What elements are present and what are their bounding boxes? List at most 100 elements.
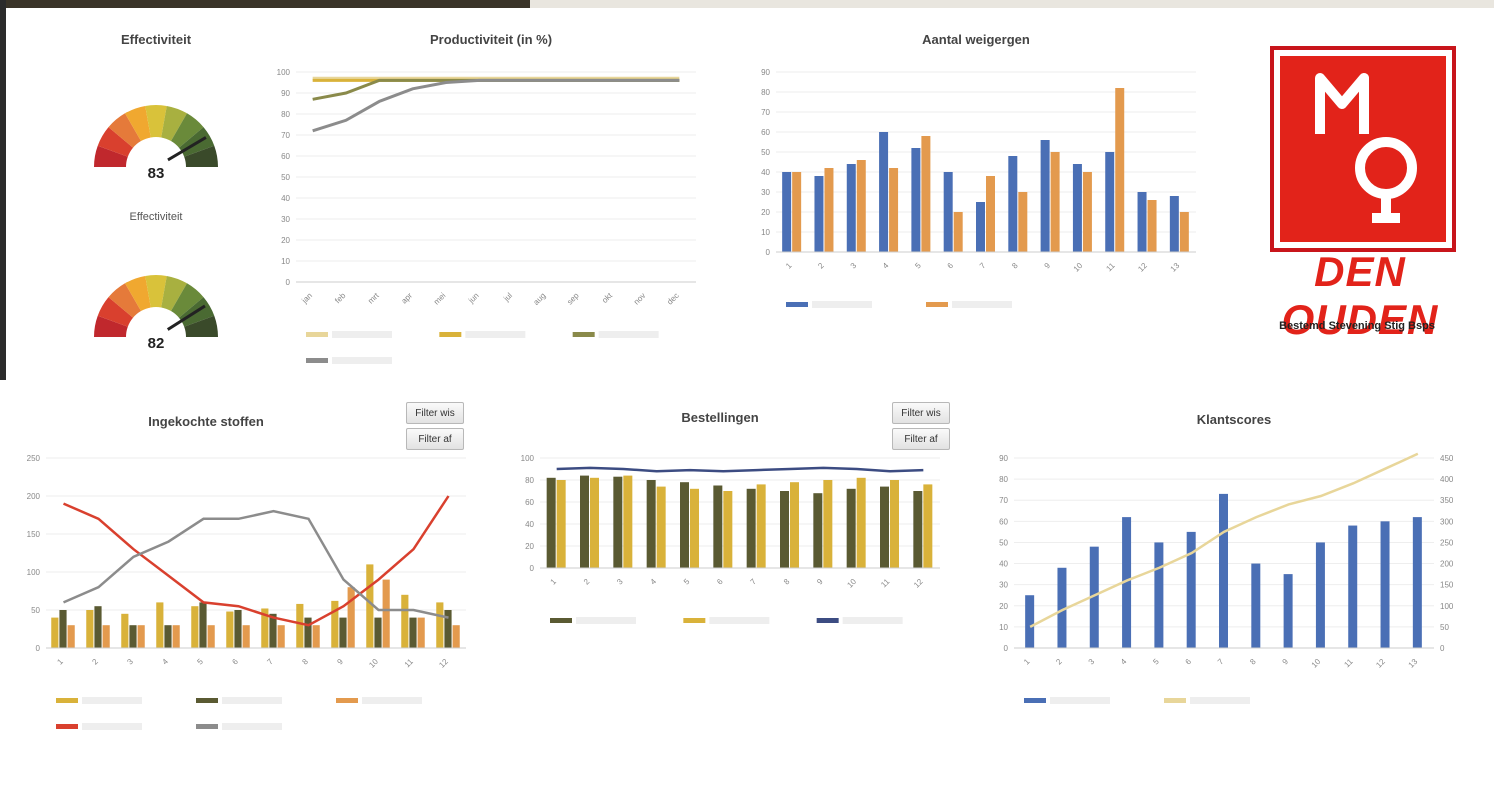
- x-tick-label: nov: [632, 291, 647, 306]
- y-tick-label: 250: [27, 454, 41, 463]
- x-tick-label: 2: [1054, 657, 1064, 667]
- scores-chart: 9080706050403020100450400350300250200150…: [999, 452, 1454, 704]
- bar: [296, 603, 304, 648]
- bar: [121, 613, 129, 648]
- x-tick-label: 6: [946, 261, 956, 271]
- filter-apply-button[interactable]: Filter af: [406, 428, 464, 450]
- bar: [846, 488, 856, 568]
- x-tick-label: 12: [1374, 657, 1387, 670]
- bar: [59, 610, 67, 648]
- y-tick-label: 80: [999, 475, 1008, 484]
- y-tick-label: 90: [281, 89, 290, 98]
- legend-swatch: [816, 618, 839, 623]
- x-tick-label: 3: [1087, 657, 1097, 667]
- legend-swatch: [786, 302, 808, 307]
- y-tick-label: 80: [281, 110, 290, 119]
- gauge-segment: [94, 145, 128, 167]
- y2-tick-label: 0: [1440, 644, 1445, 653]
- y-tick-label: 0: [286, 278, 291, 287]
- gauge-segment: [161, 275, 187, 312]
- bar: [417, 617, 425, 648]
- y-tick-label: 40: [525, 520, 534, 529]
- bar: [304, 617, 312, 648]
- legend-swatch: [550, 618, 572, 623]
- filter-clear-button[interactable]: Filter wis: [406, 402, 464, 424]
- bar: [51, 617, 59, 648]
- bar: [656, 486, 666, 568]
- bar: [856, 160, 866, 252]
- y-tick-label: 20: [761, 208, 770, 217]
- productivity-panel: Productiviteit (in %) 100 90 80 70 60 50 40 30 2…: [256, 22, 726, 387]
- y-tick-label: 0: [766, 248, 771, 257]
- bar: [261, 608, 269, 648]
- x-tick-label: mei: [432, 291, 448, 307]
- bar: [713, 485, 723, 568]
- bar: [623, 475, 633, 568]
- y-tick-label: 80: [761, 88, 770, 97]
- x-tick-label: 7: [265, 657, 275, 667]
- y2-tick-label: 200: [1440, 560, 1454, 569]
- filter-apply-button-2[interactable]: Filter af: [892, 428, 950, 450]
- x-tick-label: 7: [978, 261, 988, 271]
- bar: [277, 625, 285, 648]
- y-tick-label: 30: [761, 188, 770, 197]
- filter-clear-button-2[interactable]: Filter wis: [892, 402, 950, 424]
- legend-label-placeholder: [362, 697, 422, 704]
- x-tick-label: 6: [230, 657, 240, 667]
- x-tick-label: 11: [879, 577, 892, 590]
- bar: [1057, 567, 1067, 648]
- bar: [401, 594, 409, 648]
- bar: [191, 606, 199, 648]
- x-tick-label: 7: [1216, 657, 1226, 667]
- x-tick-label: jun: [466, 291, 481, 306]
- verbruik-panel: Ingekochte stoffen Filter wis Filter af …: [6, 388, 496, 788]
- y2-tick-label: 150: [1440, 581, 1454, 590]
- legend-swatch: [56, 698, 78, 703]
- bar: [782, 172, 792, 252]
- bar: [1154, 542, 1164, 648]
- gauge-hub: [142, 323, 170, 351]
- logo-mo-icon: [1315, 73, 1417, 223]
- window-edge: [0, 0, 6, 380]
- bar: [86, 610, 94, 648]
- x-tick-label: sep: [565, 291, 581, 307]
- gauge-segment: [171, 113, 204, 148]
- bar: [137, 625, 145, 648]
- legend-label-placeholder: [952, 301, 1012, 308]
- bar: [1040, 140, 1050, 252]
- bar: [953, 212, 963, 252]
- x-tick-label: 1: [1022, 657, 1032, 667]
- bar: [913, 491, 923, 568]
- x-tick-label: 8: [1248, 657, 1258, 667]
- bar: [1082, 172, 1092, 252]
- scores-title: Klantscores: [1196, 412, 1272, 427]
- y-tick-label: 50: [761, 148, 770, 157]
- x-tick-label: 12: [1136, 261, 1149, 274]
- bar: [1089, 546, 1099, 648]
- series-line: [1029, 452, 1419, 628]
- bar: [207, 625, 215, 648]
- bar: [880, 486, 889, 568]
- bar: [312, 625, 320, 648]
- bar: [723, 491, 733, 568]
- bar: [846, 164, 856, 252]
- bar: [1283, 574, 1293, 648]
- x-tick-label: 5: [682, 577, 692, 587]
- legend-label-placeholder: [1050, 697, 1110, 704]
- x-tick-label: 9: [815, 577, 825, 587]
- bar: [444, 610, 452, 648]
- gauge-segment: [97, 127, 134, 157]
- y-tick-label: 60: [281, 152, 290, 161]
- y-tick-label: 40: [281, 194, 290, 203]
- x-tick-label: 5: [913, 261, 923, 271]
- series-line: [556, 466, 924, 473]
- bar: [1050, 152, 1060, 252]
- y-tick-label: 0: [36, 644, 41, 653]
- y-tick-label: 30: [999, 581, 1008, 590]
- bar: [452, 625, 460, 648]
- bar: [94, 606, 102, 648]
